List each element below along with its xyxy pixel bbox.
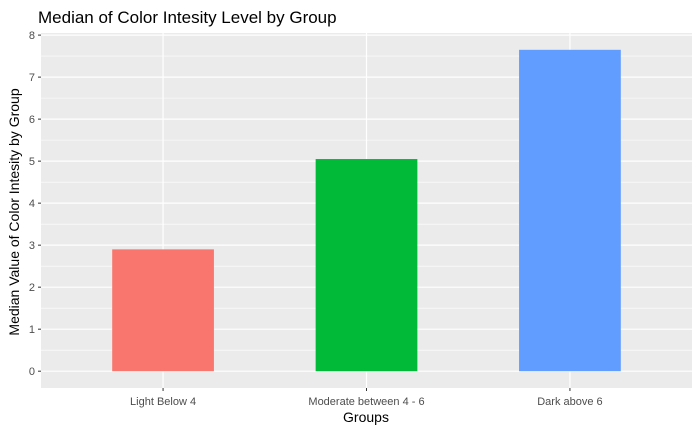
bar	[112, 249, 214, 372]
x-tick-label: Dark above 6	[537, 396, 602, 408]
bars	[112, 49, 621, 372]
y-tick-label: 0	[29, 366, 35, 378]
y-tick-label: 4	[29, 198, 35, 210]
x-axis-ticks: Light Below 4 Moderate between 4 - 6 Dark …	[130, 388, 603, 408]
y-tick-label: 8	[29, 30, 35, 42]
chart-title: Median of Color Intesity Level by Group	[38, 8, 337, 27]
x-tick-label: Light Below 4	[130, 396, 196, 408]
y-tick-label: 6	[29, 114, 35, 126]
y-axis-title: Median Value of Color Intesity by Group	[6, 88, 22, 335]
x-tick-label: Moderate between 4 - 6	[308, 396, 424, 408]
y-tick-label: 2	[29, 282, 35, 294]
bar	[519, 49, 621, 372]
y-tick-label: 1	[29, 324, 35, 336]
y-tick-label: 5	[29, 156, 35, 168]
x-axis-title: Groups	[343, 409, 389, 425]
y-axis-ticks: 0 1 2 3 4 5 6 7 8	[29, 30, 41, 378]
bar	[315, 159, 418, 372]
y-tick-label: 7	[29, 72, 35, 84]
y-tick-label: 3	[29, 240, 35, 252]
